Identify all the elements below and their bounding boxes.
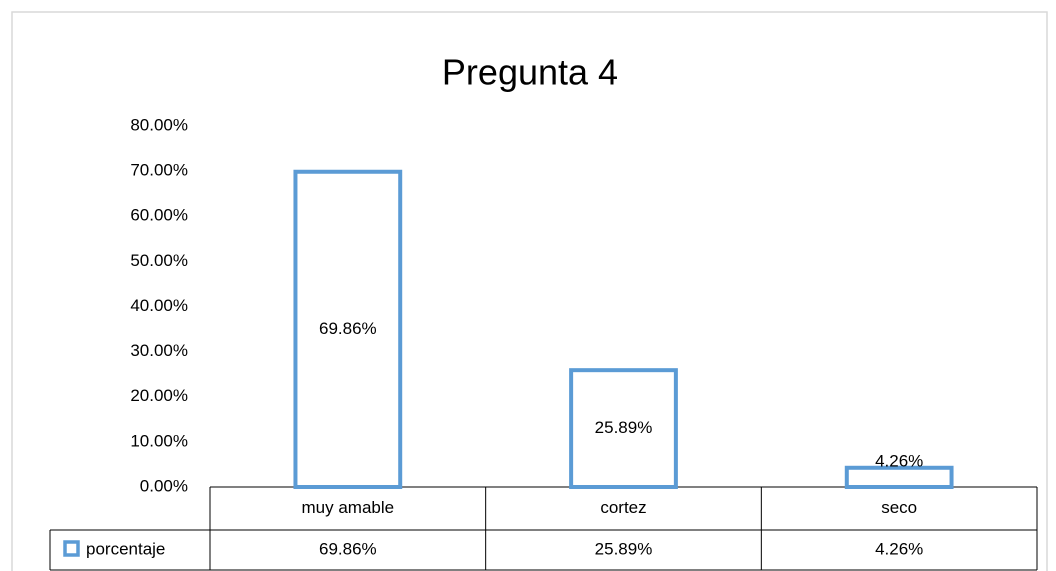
y-tick-label: 80.00% xyxy=(130,115,188,134)
x-tick-label: seco xyxy=(881,498,917,517)
y-tick-label: 30.00% xyxy=(130,341,188,360)
data-label: 25.89% xyxy=(595,418,653,437)
y-tick-label: 60.00% xyxy=(130,206,188,225)
bar xyxy=(569,368,678,490)
bar xyxy=(844,465,954,490)
chart-border xyxy=(11,11,1048,571)
table-cell: 69.86% xyxy=(319,539,377,558)
x-tick-label: cortez xyxy=(600,498,646,517)
x-tick-label: muy amable xyxy=(302,498,395,517)
y-tick-label: 0.00% xyxy=(140,476,188,495)
y-tick-label: 70.00% xyxy=(130,161,188,180)
y-tick-label: 20.00% xyxy=(130,386,188,405)
y-tick-label: 50.00% xyxy=(130,251,188,270)
legend-key xyxy=(63,540,80,557)
table-cell: 25.89% xyxy=(595,539,653,558)
y-tick-label: 10.00% xyxy=(130,431,188,450)
data-label: 69.86% xyxy=(319,319,377,338)
chart-title: Pregunta 4 xyxy=(442,52,618,93)
table-cell: 4.26% xyxy=(875,539,923,558)
y-tick-label: 40.00% xyxy=(130,296,188,315)
legend-label: porcentaje xyxy=(86,539,165,558)
data-label: 4.26% xyxy=(875,451,923,470)
bar xyxy=(293,169,403,489)
